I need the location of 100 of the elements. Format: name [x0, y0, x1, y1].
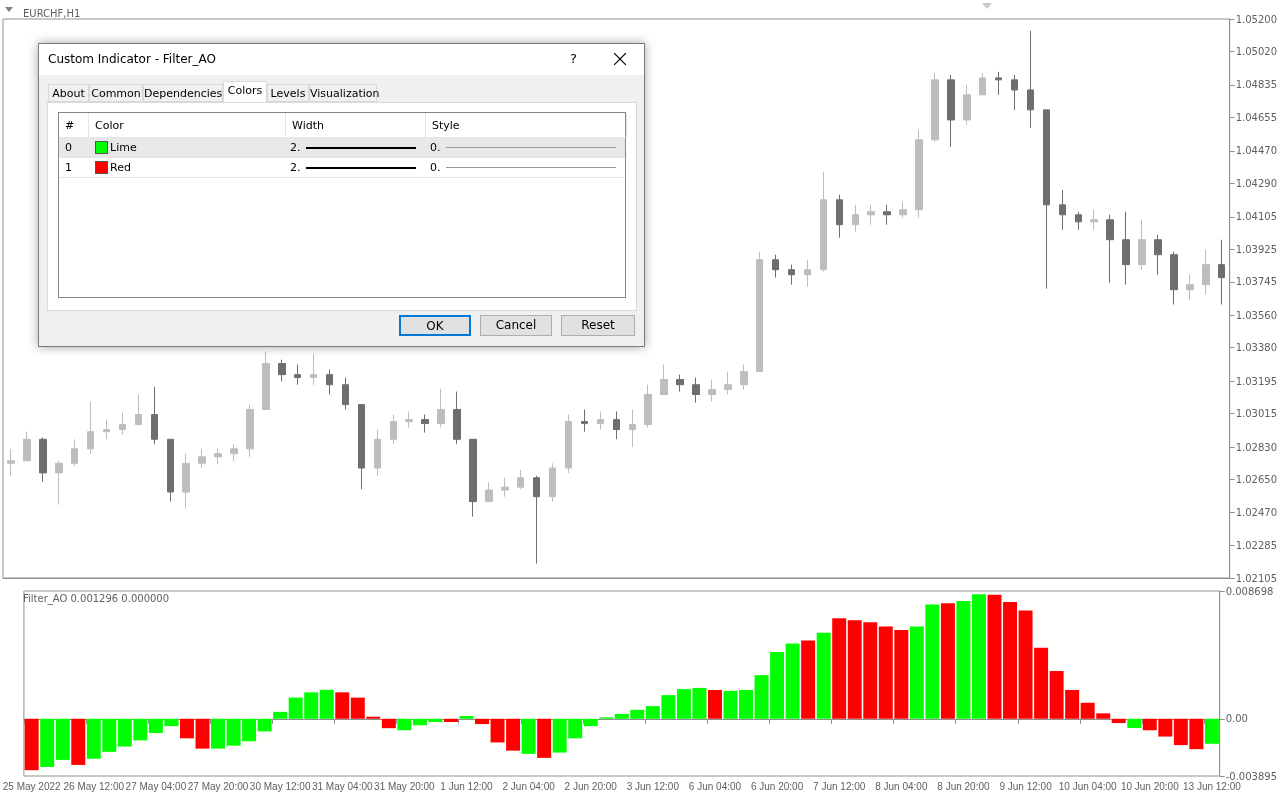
candlestick [565, 414, 572, 474]
candlestick [788, 264, 795, 286]
annotation: Levels [267, 84, 309, 102]
candlestick [1059, 189, 1066, 231]
candlestick [867, 204, 875, 226]
annotation: # [59, 113, 89, 138]
candlestick [644, 384, 652, 429]
candlestick [836, 194, 843, 239]
bar [583, 718, 598, 727]
candlestick [278, 359, 286, 382]
candlestick [71, 438, 78, 467]
candlestick [485, 482, 493, 503]
candlestick [421, 414, 429, 434]
bar [723, 690, 738, 719]
y-tick-label: 1.02650 [1235, 474, 1278, 486]
bar [319, 689, 334, 719]
annotation: Reset [561, 315, 635, 336]
y-tick-label: -0.003895 [1225, 770, 1277, 782]
bar [459, 715, 474, 719]
y-tick-label: 1.02105 [1235, 572, 1278, 584]
annotation: 0. [430, 161, 441, 174]
x-tick-label: 6 Jun 20:00 [750, 780, 804, 792]
candlestick [167, 438, 174, 503]
candlestick [676, 374, 684, 393]
candlestick [469, 438, 477, 518]
y-tick-label: 1.04105 [1235, 211, 1278, 223]
bar [785, 643, 800, 719]
candlestick [151, 386, 158, 445]
candlestick [517, 469, 524, 490]
y-tick-label: 1.02285 [1235, 539, 1278, 551]
candlestick [613, 410, 620, 440]
candlestick [87, 401, 94, 455]
candlestick [979, 72, 986, 96]
bar [475, 718, 490, 725]
candlestick [135, 394, 142, 425]
candlestick [358, 404, 365, 490]
candlestick [39, 436, 47, 483]
annotation: Color [89, 113, 286, 138]
bar [1127, 718, 1142, 729]
candlestick [294, 364, 301, 386]
bar [1003, 601, 1018, 719]
annotation: Red [110, 161, 131, 174]
candlestick [119, 412, 126, 436]
candlestick [1170, 251, 1178, 306]
x-tick-label: 10 Jun 04:00 [1058, 780, 1118, 792]
bar [273, 711, 288, 719]
x-tick-label: 9 Jun 12:00 [999, 780, 1053, 792]
bar [257, 718, 272, 732]
candlestick [374, 429, 381, 477]
bar [801, 640, 816, 719]
candlestick [246, 404, 254, 458]
bar [443, 718, 458, 723]
candlestick [1138, 219, 1146, 271]
x-tick-label: 8 Jun 20:00 [937, 780, 991, 792]
x-tick-label: 8 Jun 04:00 [875, 780, 928, 792]
bar [956, 601, 971, 719]
candlestick [820, 171, 827, 273]
y-tick-label: 1.02470 [1235, 506, 1278, 518]
bar [55, 718, 70, 760]
bar [71, 718, 86, 765]
bar [381, 718, 396, 729]
bar [195, 718, 210, 749]
y-tick-label: 1.03745 [1235, 276, 1278, 288]
annotation: About [48, 84, 89, 102]
candlestick [883, 204, 891, 226]
bar [707, 689, 722, 719]
bar [1111, 718, 1126, 724]
candlestick [1122, 211, 1130, 286]
annotation: Common [89, 84, 143, 102]
annotation: 0 [65, 141, 72, 154]
candlestick [629, 408, 636, 448]
annotation: Width [286, 113, 426, 138]
candlestick [963, 84, 971, 126]
candlestick [1218, 239, 1225, 306]
y-tick-label: 1.03925 [1235, 243, 1278, 255]
x-tick-label: 6 Jun 04:00 [688, 780, 742, 792]
bar [24, 718, 39, 771]
annotation: 2. [290, 161, 301, 174]
x-tick-label: 26 May 12:00 [63, 780, 125, 792]
candlestick [55, 460, 63, 506]
annotation: 1 [65, 161, 72, 174]
annotation: Colors [223, 81, 267, 102]
candlestick [182, 453, 190, 510]
candlestick [1075, 211, 1082, 231]
candlestick [342, 377, 349, 410]
bar [179, 718, 194, 739]
x-tick-label: 27 May 04:00 [125, 780, 187, 792]
candlestick [23, 431, 31, 462]
candlestick [262, 351, 270, 410]
annotation: Cancel [480, 315, 552, 336]
candlestick [740, 364, 748, 391]
candlestick [198, 448, 206, 469]
y-tick-label: 1.04655 [1235, 111, 1278, 123]
candlestick [1043, 109, 1050, 290]
y-tick-label: 0.008698 [1225, 585, 1274, 597]
bar [335, 692, 350, 719]
candlestick [724, 371, 732, 395]
annotation: OK [399, 315, 471, 336]
bar [739, 689, 754, 719]
candlestick [947, 74, 955, 148]
